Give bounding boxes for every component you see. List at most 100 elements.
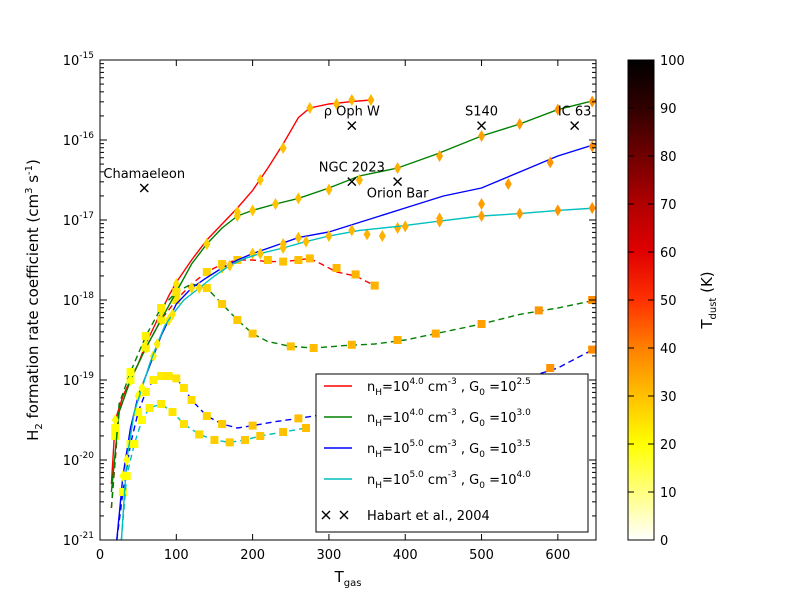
square-marker xyxy=(286,342,295,351)
diamond-marker xyxy=(294,192,302,205)
square-marker xyxy=(263,256,272,264)
diamond-marker xyxy=(394,162,402,174)
diamond-marker xyxy=(588,140,596,153)
x-tick-label: 600 xyxy=(545,548,570,563)
colorbar-tick-label: 80 xyxy=(660,150,677,165)
square-marker xyxy=(179,384,188,392)
diamond-marker xyxy=(218,262,226,274)
diamond-marker xyxy=(355,174,363,186)
square-marker xyxy=(309,344,318,352)
square-marker xyxy=(225,438,234,447)
square-marker xyxy=(279,428,288,436)
diamond-marker xyxy=(142,342,150,354)
diamond-marker xyxy=(127,374,135,386)
square-marker xyxy=(195,430,204,439)
observation-marker xyxy=(139,183,149,193)
legend-label-red: nH=104.0 cm-3 , G0 =102.5 xyxy=(367,377,531,398)
square-marker xyxy=(172,374,181,383)
y-axis-label: H2 formation rate coefficient (cm3 s-1) xyxy=(24,159,45,441)
diamond-marker xyxy=(516,207,524,220)
square-marker xyxy=(187,396,196,404)
y-tick-label: 10-19 xyxy=(63,371,95,389)
colorbar-label: Tdust (K) xyxy=(698,271,719,329)
observation-label: S140 xyxy=(465,105,498,120)
y-axis: 10-21 10-20 10-19 10-18 10-17 10-16 10-15 xyxy=(63,51,596,549)
x-tick-label: 500 xyxy=(469,548,494,563)
diamond-marker xyxy=(348,94,356,106)
colorbar-tick-label: 70 xyxy=(660,198,677,213)
square-marker xyxy=(137,416,146,424)
square-marker xyxy=(157,400,166,408)
square-marker xyxy=(393,336,402,344)
diamond-marker xyxy=(306,102,314,114)
square-marker xyxy=(141,388,150,396)
diamond-marker xyxy=(157,314,165,326)
diamond-marker xyxy=(279,142,287,154)
colorbar: 0 10 20 30 40 50 60 70 80 90 100 Tdust (K) xyxy=(627,54,719,549)
diamond-marker xyxy=(153,338,161,350)
series-green xyxy=(110,95,596,509)
diamond-marker xyxy=(233,210,241,222)
diamond-marker xyxy=(554,103,562,116)
square-marker xyxy=(111,432,120,440)
diamond-marker xyxy=(554,204,562,217)
square-marker xyxy=(157,304,166,312)
square-marker xyxy=(588,345,596,354)
square-marker xyxy=(305,254,314,263)
square-marker xyxy=(126,368,135,376)
diamond-marker xyxy=(436,215,444,228)
square-marker xyxy=(351,270,360,279)
square-marker xyxy=(218,420,227,428)
series-dashed-line-green xyxy=(110,283,596,509)
legend: nH=104.0 cm-3 , G0 =102.5 nH=104.0 cm-3 ,… xyxy=(315,373,589,533)
colorbar-tick-label: 0 xyxy=(660,534,668,549)
legend-swatch-observations xyxy=(321,510,331,520)
x-tick-label: 100 xyxy=(164,548,189,563)
square-marker xyxy=(122,472,131,480)
plot-area: Chamaeleon NGC 2023 ρ Oph W Orion Bar S140 IC… xyxy=(103,94,596,540)
square-marker xyxy=(111,424,120,432)
y-tick-label: 10-18 xyxy=(63,291,95,309)
diamond-marker xyxy=(478,210,486,222)
square-marker xyxy=(202,268,211,276)
x-axis-label: Tgas xyxy=(334,568,362,589)
diamond-marker xyxy=(226,259,234,272)
observation-label: NGC 2023 xyxy=(319,161,385,176)
diamond-marker xyxy=(394,222,402,234)
square-marker xyxy=(431,329,440,338)
diamond-marker xyxy=(478,130,486,142)
x-tick-label: 0 xyxy=(96,548,104,563)
diamond-marker xyxy=(172,286,180,298)
diamond-marker xyxy=(478,198,486,210)
square-marker xyxy=(248,421,257,430)
colorbar-tick-label: 50 xyxy=(660,294,677,309)
square-marker xyxy=(233,316,242,324)
square-marker xyxy=(202,284,211,292)
legend-label-cyan: nH=105.0 cm-3 , G0 =104.0 xyxy=(367,470,531,491)
diamond-marker xyxy=(172,278,180,290)
square-marker xyxy=(332,264,341,272)
legend-box xyxy=(315,373,589,533)
observation-label: Chamaeleon xyxy=(103,167,185,182)
square-marker xyxy=(164,372,173,380)
square-marker xyxy=(179,420,188,428)
diamond-marker xyxy=(302,235,310,248)
diamond-marker xyxy=(138,382,146,394)
legend-swatch-observations xyxy=(339,510,349,520)
square-marker xyxy=(134,408,143,416)
observation-label: IC 63 xyxy=(558,105,592,120)
diamond-marker xyxy=(325,183,333,196)
diamond-marker xyxy=(256,174,264,186)
diamond-marker xyxy=(367,94,375,106)
square-marker xyxy=(145,404,154,412)
series-dashed-line-cyan xyxy=(120,403,307,540)
square-marker xyxy=(157,372,166,380)
square-marker xyxy=(347,340,356,349)
diamond-marker xyxy=(436,150,444,162)
diamond-marker xyxy=(111,414,119,426)
diamond-marker xyxy=(272,198,280,210)
diamond-marker xyxy=(504,178,512,190)
observation-marker xyxy=(477,121,487,131)
square-marker xyxy=(141,332,150,340)
